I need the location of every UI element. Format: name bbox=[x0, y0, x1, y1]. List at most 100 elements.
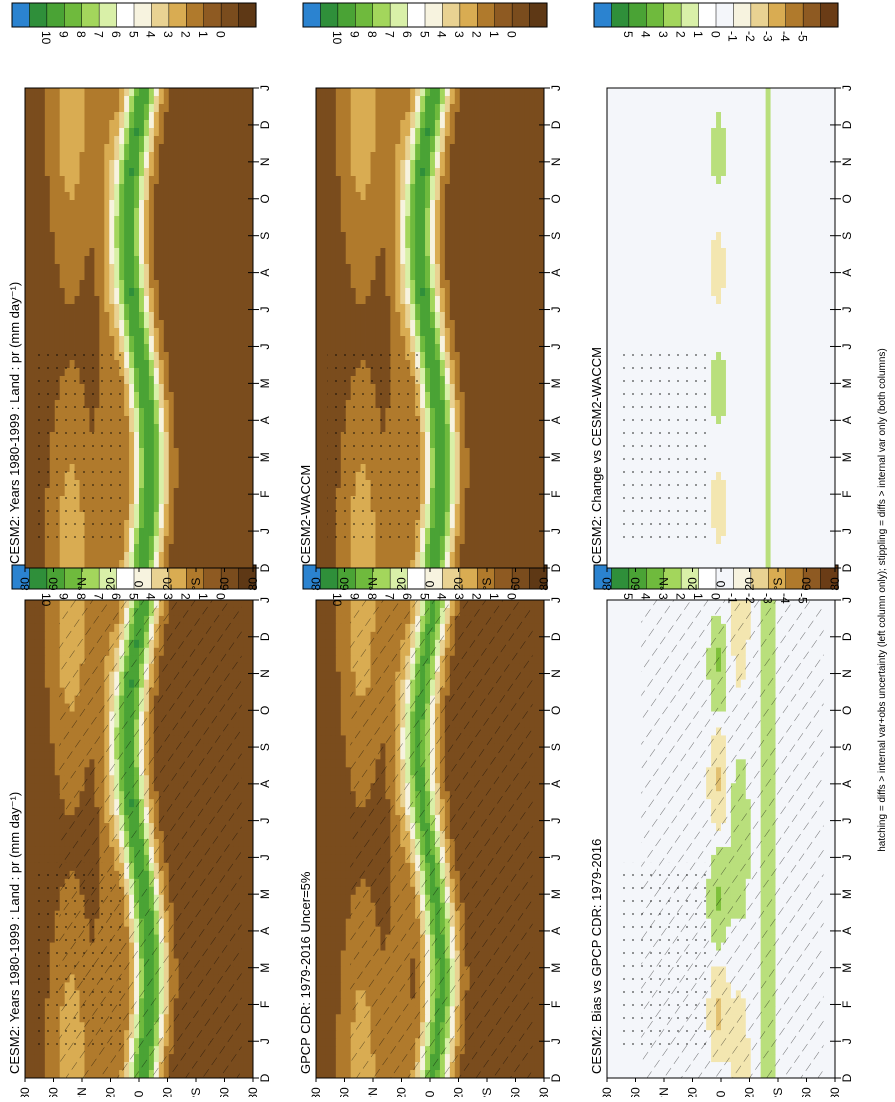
heatmap-cell bbox=[50, 791, 55, 799]
heatmap-cell bbox=[534, 791, 539, 799]
heatmap-cell bbox=[243, 727, 248, 735]
heatmap-cell bbox=[45, 799, 50, 807]
heatmap-cell bbox=[534, 751, 539, 759]
heatmap-cell bbox=[341, 672, 346, 680]
heatmap-cell bbox=[25, 720, 30, 728]
heatmap-cell bbox=[326, 648, 331, 656]
heatmap-cell bbox=[30, 959, 35, 967]
heatmap-cell bbox=[336, 951, 341, 959]
heatmap-cell bbox=[35, 775, 40, 783]
heatmap-cell bbox=[30, 608, 35, 616]
heatmap-cell bbox=[331, 791, 336, 799]
heatmap-cell bbox=[50, 855, 55, 863]
heatmap-cell bbox=[331, 927, 336, 935]
heatmap-cell bbox=[30, 863, 35, 871]
y-tick-label: 80 bbox=[246, 1087, 260, 1097]
heatmap-cell bbox=[25, 1046, 30, 1054]
heatmap-cell bbox=[331, 951, 336, 959]
heatmap-cell bbox=[331, 839, 336, 847]
heatmap-cell bbox=[326, 767, 331, 775]
heatmap-cell bbox=[341, 632, 346, 640]
heatmap-cell bbox=[25, 1038, 30, 1046]
heatmap-cell bbox=[30, 680, 35, 688]
heatmap-cell bbox=[25, 807, 30, 815]
heatmap-cell bbox=[25, 696, 30, 704]
heatmap-cell bbox=[326, 903, 331, 911]
heatmap-cell bbox=[534, 815, 539, 823]
heatmap-cell bbox=[45, 1062, 50, 1070]
heatmap-cell bbox=[35, 751, 40, 759]
heatmap-cell bbox=[331, 783, 336, 791]
heatmap-cell bbox=[40, 791, 45, 799]
heatmap-cell bbox=[341, 767, 346, 775]
heatmap-cell bbox=[25, 783, 30, 791]
heatmap-cell bbox=[336, 751, 341, 759]
heatmap-cell bbox=[30, 823, 35, 831]
heatmap-cell bbox=[336, 672, 341, 680]
heatmap-cell bbox=[341, 935, 346, 943]
heatmap-cell bbox=[30, 974, 35, 982]
heatmap-cell bbox=[316, 735, 321, 743]
heatmap-cell bbox=[243, 624, 248, 632]
heatmap-cell bbox=[321, 616, 326, 624]
heatmap-cell bbox=[534, 839, 539, 847]
heatmap-cell bbox=[321, 887, 326, 895]
heatmap-cell bbox=[341, 783, 346, 791]
heatmap-cell bbox=[45, 672, 50, 680]
heatmap-cell bbox=[30, 1030, 35, 1038]
heatmap-cell bbox=[316, 775, 321, 783]
heatmap-cell bbox=[30, 943, 35, 951]
heatmap-cell bbox=[25, 831, 30, 839]
heatmap-cell bbox=[341, 727, 346, 735]
heatmap-cell bbox=[35, 1054, 40, 1062]
heatmap-cell bbox=[534, 935, 539, 943]
x-tick-label: J bbox=[258, 818, 272, 824]
heatmap-cell bbox=[30, 1070, 35, 1078]
heatmap-cell bbox=[40, 608, 45, 616]
heatmap-cell bbox=[30, 743, 35, 751]
heatmap-cell bbox=[336, 727, 341, 735]
heatmap-cell bbox=[45, 791, 50, 799]
heatmap-cell bbox=[243, 1038, 248, 1046]
heatmap-cell bbox=[341, 815, 346, 823]
x-tick-label: J bbox=[258, 854, 272, 860]
heatmap-cell bbox=[326, 632, 331, 640]
heatmap-cell bbox=[45, 696, 50, 704]
heatmap-cell bbox=[331, 688, 336, 696]
heatmap-cell bbox=[534, 799, 539, 807]
heatmap-cell bbox=[534, 727, 539, 735]
heatmap-cell bbox=[321, 600, 326, 608]
heatmap-cell bbox=[321, 815, 326, 823]
x-tick-label: F bbox=[258, 1001, 272, 1008]
heatmap-cell bbox=[534, 743, 539, 751]
heatmap-cell bbox=[243, 815, 248, 823]
heatmap-cell bbox=[25, 743, 30, 751]
heatmap-cell bbox=[336, 608, 341, 616]
heatmap-cell bbox=[321, 839, 326, 847]
heatmap-cell bbox=[336, 616, 341, 624]
heatmap-cell bbox=[35, 632, 40, 640]
heatmap-cell bbox=[35, 855, 40, 863]
heatmap-cell bbox=[45, 775, 50, 783]
heatmap-cell bbox=[25, 966, 30, 974]
heatmap-cell bbox=[35, 839, 40, 847]
heatmap-cell bbox=[321, 855, 326, 863]
heatmap-cell bbox=[243, 712, 248, 720]
heatmap-cell bbox=[35, 1070, 40, 1078]
heatmap-cell bbox=[243, 1022, 248, 1030]
heatmap-cell bbox=[341, 807, 346, 815]
heatmap-cell bbox=[341, 919, 346, 927]
heatmap-cell bbox=[341, 799, 346, 807]
heatmap-cell bbox=[35, 648, 40, 656]
heatmap-cell bbox=[534, 871, 539, 879]
y-tick-label: 20 bbox=[104, 1087, 118, 1097]
heatmap-cell bbox=[341, 959, 346, 967]
heatmap-cell bbox=[25, 1062, 30, 1070]
x-tick-label: A bbox=[258, 780, 272, 788]
heatmap-cell bbox=[243, 887, 248, 895]
heatmap-cell bbox=[25, 1014, 30, 1022]
heatmap-cell bbox=[331, 799, 336, 807]
heatmap-cell bbox=[25, 648, 30, 656]
heatmap-cell bbox=[326, 807, 331, 815]
heatmap-cell bbox=[50, 1070, 55, 1078]
